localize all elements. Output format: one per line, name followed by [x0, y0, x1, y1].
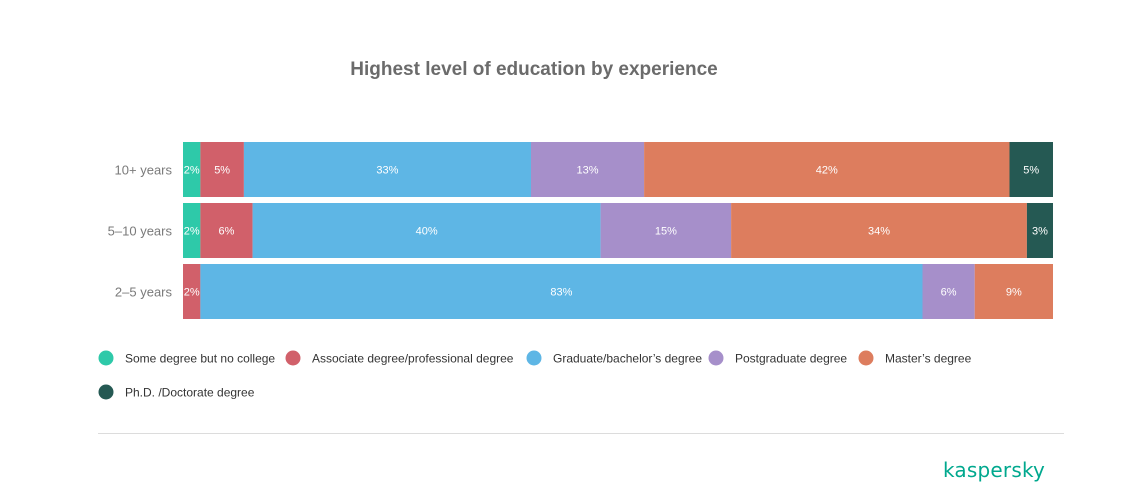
category-label: 2–5 years — [115, 285, 173, 300]
bar-segment — [183, 203, 201, 258]
data-label: 83% — [550, 287, 572, 299]
data-label: 9% — [1006, 287, 1022, 299]
data-label: 2% — [184, 287, 200, 299]
data-label: 33% — [376, 165, 398, 177]
bar-segment — [183, 142, 201, 197]
legend-swatch — [98, 350, 114, 366]
bar-segment — [1009, 142, 1053, 197]
bar-segment — [183, 264, 201, 319]
bar-segment — [1026, 203, 1053, 258]
legend: Some degree but no college Associate degr… — [98, 350, 972, 400]
bar-segment — [531, 142, 645, 197]
bars-group: 10+ years 2% 5% 33% 13% 42% 5% 5–10 years 2% 6% 40… — [108, 142, 1053, 319]
legend-swatch — [858, 350, 874, 366]
legend-swatch — [708, 350, 724, 366]
legend-label: Master’s degree — [885, 352, 972, 366]
bar-segment — [974, 264, 1053, 319]
legend-label: Graduate/bachelor’s degree — [553, 352, 702, 366]
bar-segment — [600, 203, 732, 258]
legend-swatch — [98, 384, 114, 400]
data-label: 40% — [416, 226, 438, 238]
data-label: 42% — [816, 165, 838, 177]
data-label: 5% — [214, 165, 230, 177]
legend-label: Some degree but no college — [125, 352, 275, 366]
data-label: 2% — [184, 226, 200, 238]
legend-swatch — [285, 350, 301, 366]
bar-segment — [243, 142, 531, 197]
legend-label: Postgraduate degree — [735, 352, 847, 366]
bar-segment — [200, 142, 244, 197]
divider — [98, 433, 1064, 434]
data-label: 5% — [1023, 165, 1039, 177]
data-label: 13% — [577, 165, 599, 177]
bar-segment — [644, 142, 1010, 197]
category-label: 5–10 years — [108, 224, 173, 239]
kaspersky-logo: kaspersky — [943, 458, 1046, 482]
bar-segment — [200, 264, 923, 319]
legend-label: Associate degree/professional degree — [312, 352, 514, 366]
legend-label: Ph.D. /Doctorate degree — [125, 386, 255, 400]
bar-segment — [252, 203, 601, 258]
bar-segment — [731, 203, 1027, 258]
data-label: 6% — [219, 226, 235, 238]
chart-title: Highest level of education by experience — [350, 59, 717, 80]
bar-segment — [922, 264, 975, 319]
bar-segment — [200, 203, 253, 258]
data-label: 6% — [941, 287, 957, 299]
category-label: 10+ years — [115, 163, 173, 178]
data-label: 3% — [1032, 226, 1048, 238]
data-label: 2% — [184, 165, 200, 177]
data-label: 15% — [655, 226, 677, 238]
data-label: 34% — [868, 226, 890, 238]
legend-swatch — [526, 350, 542, 366]
